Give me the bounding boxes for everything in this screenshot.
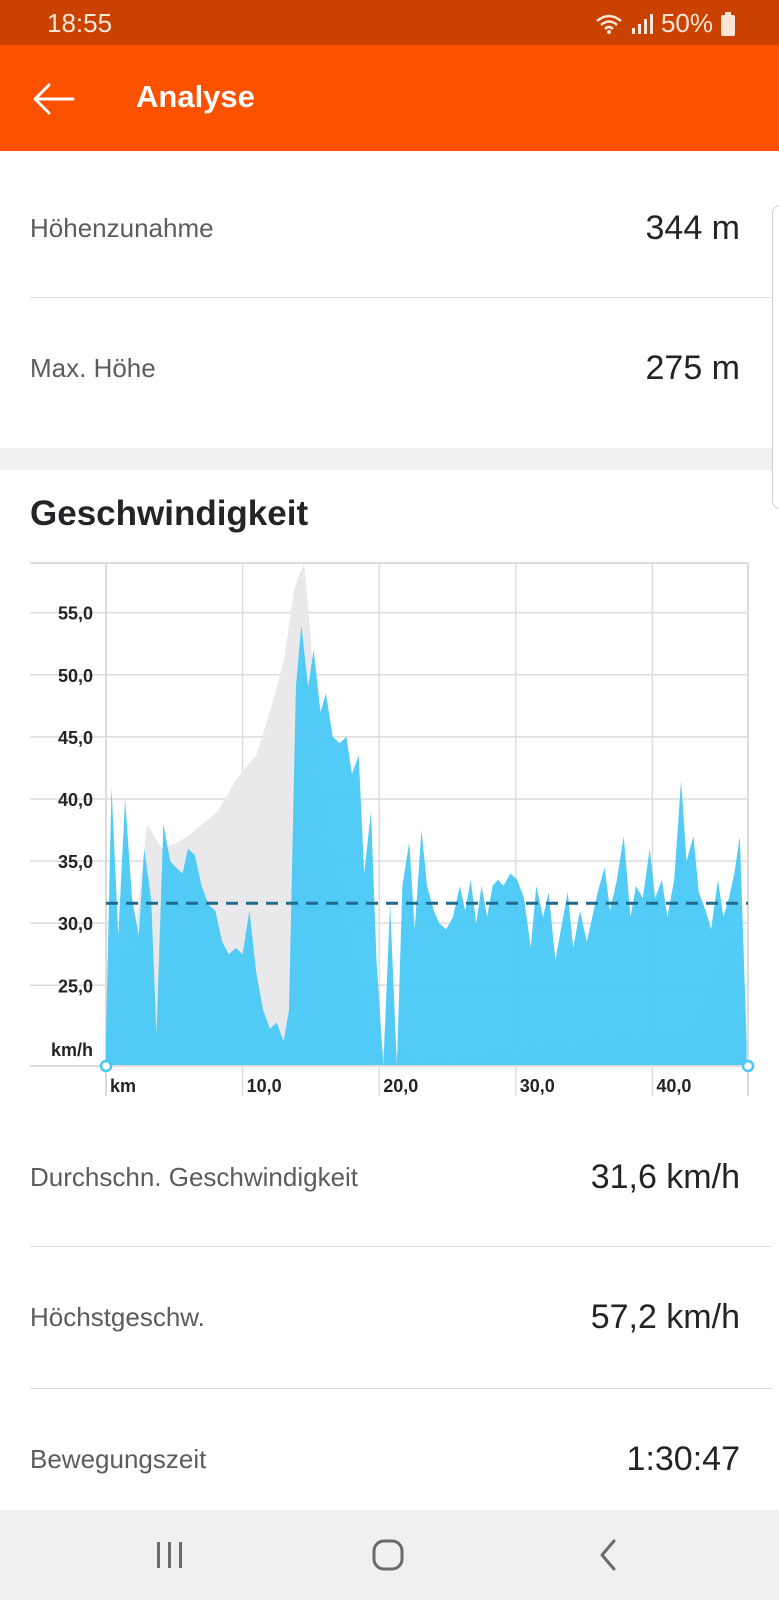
stat-value: 57,2 km/h bbox=[590, 1298, 740, 1336]
stat-label: Durchschn. Geschwindigkeit bbox=[30, 1162, 359, 1192]
chart-x-tick-label: 20,0 bbox=[383, 1076, 418, 1096]
arrow-left-icon bbox=[33, 83, 75, 115]
stat-label: Höhenzunahme bbox=[30, 213, 214, 243]
recent-apps-icon bbox=[157, 1542, 182, 1568]
section-gap bbox=[0, 448, 772, 470]
stat-value: 344 m bbox=[645, 209, 741, 247]
chart-x-tick-label: 30,0 bbox=[520, 1076, 555, 1096]
chart-y-tick-label: 25,0 bbox=[58, 976, 93, 996]
system-nav-bar bbox=[0, 1510, 779, 1600]
stat-label: Max. Höhe bbox=[30, 353, 156, 383]
chart-y-tick-label: 55,0 bbox=[58, 604, 93, 624]
back-button[interactable] bbox=[22, 73, 84, 125]
chart-y-unit-label: km/h bbox=[51, 1040, 93, 1060]
divider bbox=[30, 1246, 772, 1247]
status-bar: 18:55 50% bbox=[0, 0, 779, 45]
elevation-area bbox=[106, 563, 747, 1066]
section-title-speed: Geschwindigkeit bbox=[30, 494, 309, 533]
stat-row-max-speed: Höchstgeschw. 57,2 km/h bbox=[30, 1247, 772, 1387]
battery-icon bbox=[721, 11, 735, 36]
page-title: Analyse bbox=[136, 79, 255, 114]
home-button[interactable] bbox=[358, 1530, 418, 1580]
wifi-icon bbox=[596, 14, 622, 34]
stat-value: 275 m bbox=[645, 349, 741, 387]
range-handle-start bbox=[99, 1059, 113, 1073]
stat-row-elevation-gain: Höhenzunahme 344 m bbox=[30, 158, 772, 298]
signal-icon bbox=[631, 13, 653, 34]
divider bbox=[30, 297, 772, 298]
chart-y-tick-label: 50,0 bbox=[58, 666, 93, 686]
battery-percent: 50% bbox=[660, 8, 713, 38]
app-bar: Analyse bbox=[0, 45, 779, 151]
stat-value: 1:30:47 bbox=[626, 1440, 740, 1478]
stat-row-moving-time: Bewegungszeit 1:30:47 bbox=[30, 1389, 772, 1529]
chart-y-tick-label: 40,0 bbox=[58, 790, 93, 810]
speed-chart: 25,0 30,0 35,0 40,0 45,0 50,0 55,0 10,0 20,0 30,0… bbox=[30, 562, 755, 1096]
divider bbox=[30, 1388, 772, 1389]
system-back-button[interactable] bbox=[578, 1530, 638, 1580]
stat-value: 31,6 km/h bbox=[590, 1158, 740, 1196]
scroll-handle[interactable] bbox=[772, 205, 779, 509]
chart-x-tick-label: 10,0 bbox=[247, 1076, 282, 1096]
system-back-icon bbox=[600, 1539, 616, 1571]
chart-y-tick-label: 35,0 bbox=[58, 852, 93, 872]
chart-x-unit-label: km bbox=[110, 1076, 136, 1096]
stat-row-avg-speed: Durchschn. Geschwindigkeit 31,6 km/h bbox=[30, 1107, 772, 1247]
range-handle-end bbox=[741, 1059, 755, 1073]
chart-y-tick-label: 45,0 bbox=[58, 728, 93, 748]
home-icon bbox=[372, 1539, 404, 1571]
stat-label: Höchstgeschw. bbox=[30, 1302, 205, 1332]
recent-apps-button[interactable] bbox=[140, 1530, 200, 1580]
status-time: 18:55 bbox=[47, 8, 113, 38]
stat-row-max-elevation: Max. Höhe 275 m bbox=[30, 298, 772, 438]
speed-area bbox=[106, 625, 747, 1066]
chart-x-tick-label: 40,0 bbox=[656, 1076, 691, 1096]
status-icons: 50% bbox=[595, 8, 735, 39]
stat-label: Bewegungszeit bbox=[30, 1444, 207, 1474]
chart-y-tick-label: 30,0 bbox=[58, 914, 93, 934]
